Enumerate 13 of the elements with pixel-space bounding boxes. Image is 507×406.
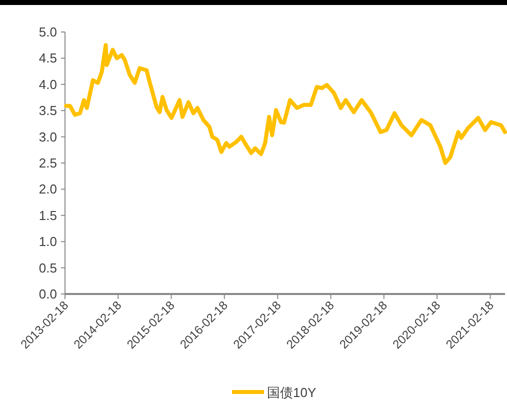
y-tick-label: 2.0 [38,182,57,197]
y-tick-label: 0.0 [38,286,57,302]
y-tick-label: 3.5 [38,103,57,118]
y-tick-label: 1.0 [38,234,57,250]
legend: 国债10Y [232,385,316,400]
y-tick-label: 1.5 [38,208,57,223]
y-tick-label: 4.5 [38,50,57,66]
y-tick-label: 2.5 [38,156,57,170]
y-tick-label: 3.0 [38,129,57,144]
y-tick-label: 5.0 [38,24,57,40]
legend-label: 国债10Y [267,385,316,400]
y-tick-label: 0.5 [38,260,57,276]
y-tick-label: 4.0 [38,76,57,92]
